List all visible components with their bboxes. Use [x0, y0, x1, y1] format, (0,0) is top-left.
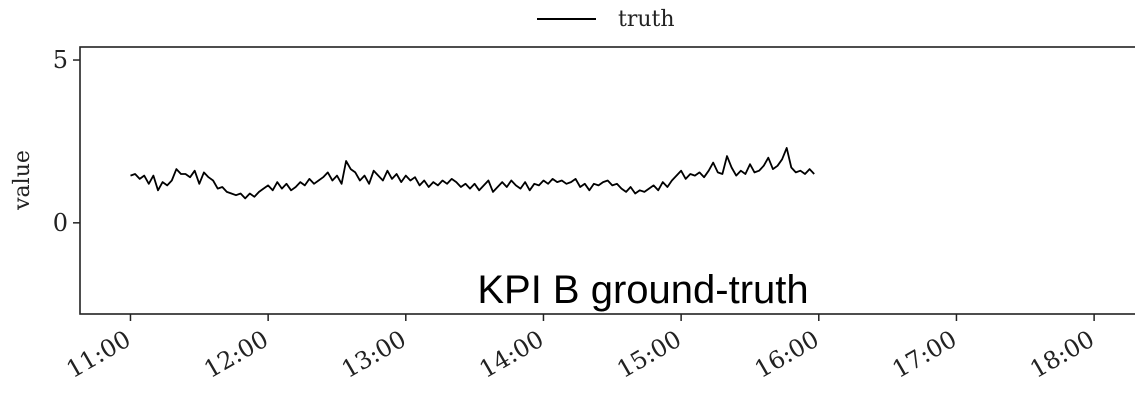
y-tick-label: 5: [53, 46, 68, 74]
x-axis: 11:00 12:00 13:00 14:00 15:00 16:00 17:00 18:00: [62, 314, 1099, 384]
legend: truth: [537, 7, 675, 32]
x-tick-label: 15:00: [612, 325, 686, 384]
y-axis-label: value: [10, 150, 35, 211]
plot-area-frame: [79, 46, 1135, 315]
x-tick-label: 14:00: [475, 325, 549, 384]
y-axis: 05: [53, 46, 80, 237]
x-tick-label: 16:00: [750, 325, 824, 384]
series-line-truth: [130, 147, 815, 200]
x-tick-label: 17:00: [888, 325, 962, 384]
chart-annotation: KPI B ground-truth: [477, 268, 808, 312]
x-tick-label: 12:00: [199, 325, 273, 384]
legend-label-truth: truth: [618, 7, 675, 32]
y-tick-label: 0: [53, 209, 68, 237]
x-tick-label: 11:00: [62, 325, 136, 384]
x-tick-label: 18:00: [1025, 325, 1099, 384]
x-tick-label: 13:00: [337, 325, 411, 384]
plot-lines: [130, 147, 815, 200]
